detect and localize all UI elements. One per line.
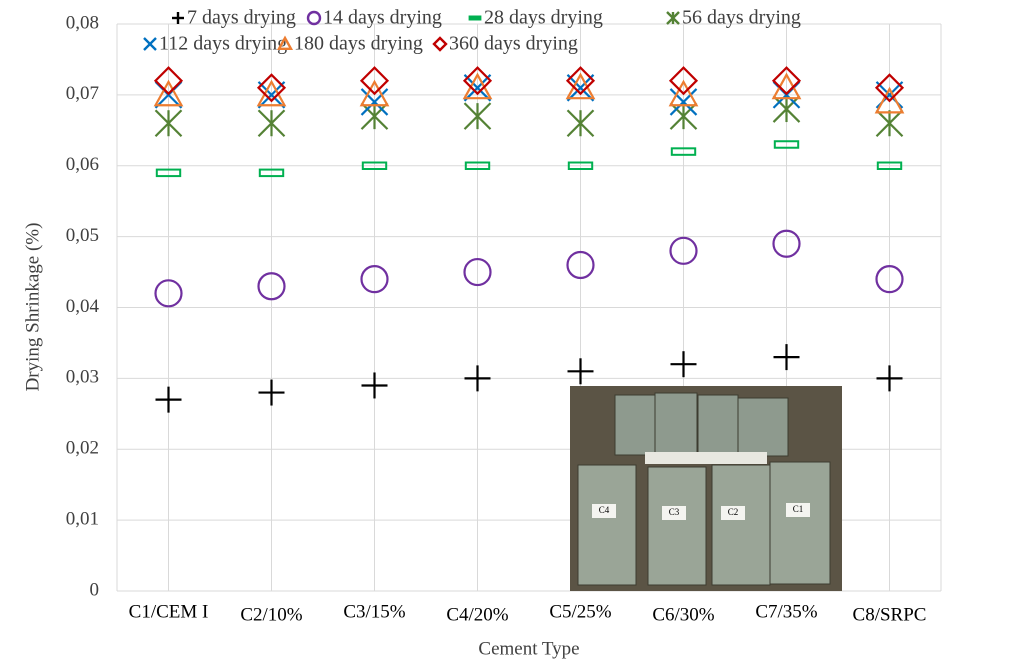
- data-point: [259, 380, 285, 406]
- x-tick-label: C6/30%: [652, 604, 714, 625]
- data-point: [774, 344, 800, 370]
- data-point: [568, 358, 594, 384]
- legend-label: 14 days drying: [323, 7, 442, 29]
- y-tick-label: 0,07: [66, 83, 99, 104]
- legend-marker: [667, 12, 679, 24]
- data-point: [465, 365, 491, 391]
- x-tick-label: C4/20%: [446, 604, 508, 625]
- data-point: [671, 103, 697, 129]
- marker-shape: [308, 12, 320, 24]
- x-tick-label: C2/10%: [240, 604, 302, 625]
- y-tick-label: 0,04: [66, 296, 100, 317]
- chart: Drying Shrinkage (%) Cement Type 0 0,01 0,…: [0, 0, 1028, 661]
- legend-label: 360 days drying: [449, 33, 578, 55]
- data-point: [671, 351, 697, 377]
- data-point: [362, 372, 388, 398]
- x-tick-label: C8/SRPC: [853, 604, 927, 625]
- legend-label: 112 days drying: [159, 33, 287, 55]
- y-tick-label: 0,03: [66, 367, 99, 388]
- data-point: [156, 110, 182, 136]
- data-point: [156, 387, 182, 413]
- x-tick-label: C5/25%: [549, 601, 611, 622]
- legend-marker: [470, 17, 481, 20]
- legend-label: 56 days drying: [682, 7, 801, 29]
- photo-tag-label: C3: [669, 507, 680, 517]
- data-point: [465, 103, 491, 129]
- marker-shape: [434, 38, 446, 50]
- data-point: [259, 110, 285, 136]
- photo-tag-label: C2: [728, 507, 739, 517]
- inset-photo: C4 C3 C2 C1: [570, 386, 842, 591]
- y-tick-label: 0,01: [66, 508, 99, 529]
- legend-label: 180 days drying: [294, 33, 423, 55]
- legend-label: 28 days drying: [484, 7, 603, 29]
- legend-marker: [172, 12, 184, 24]
- y-tick-label: 0,06: [66, 154, 99, 175]
- legend-marker: [308, 12, 320, 24]
- data-point: [362, 103, 388, 129]
- photo-prism: [712, 465, 770, 585]
- legend-marker: [434, 38, 446, 50]
- photo-prism: [578, 465, 636, 585]
- photo-ruler: [645, 452, 767, 464]
- photo-prism: [698, 395, 738, 455]
- data-point: [774, 96, 800, 122]
- photo-prism: [655, 393, 697, 455]
- legend: 7 days drying 14 days drying 28 days dryin…: [144, 7, 801, 55]
- legend-marker: [144, 38, 156, 50]
- data-point: [568, 110, 594, 136]
- x-tick-label: C3/15%: [343, 601, 405, 622]
- data-point: [877, 365, 903, 391]
- photo-tag-label: C1: [793, 504, 804, 514]
- data-point: [877, 110, 903, 136]
- photo-tag-label: C4: [599, 505, 610, 515]
- photo-prism: [770, 462, 830, 584]
- y-tick-label: 0: [90, 579, 100, 600]
- y-tick-label: 0,02: [66, 438, 99, 459]
- x-tick-label: C1/CEM I: [129, 601, 209, 622]
- y-tick-label: 0,08: [66, 12, 99, 33]
- marker-shape: [470, 17, 481, 20]
- photo-prism: [738, 398, 788, 456]
- photo-prism: [648, 467, 706, 585]
- x-tick-label: C7/35%: [755, 601, 817, 622]
- y-axis-label: Drying Shrinkage (%): [22, 223, 43, 392]
- x-axis-label: Cement Type: [478, 638, 579, 659]
- y-tick-label: 0,05: [66, 225, 99, 246]
- legend-label: 7 days drying: [187, 7, 296, 29]
